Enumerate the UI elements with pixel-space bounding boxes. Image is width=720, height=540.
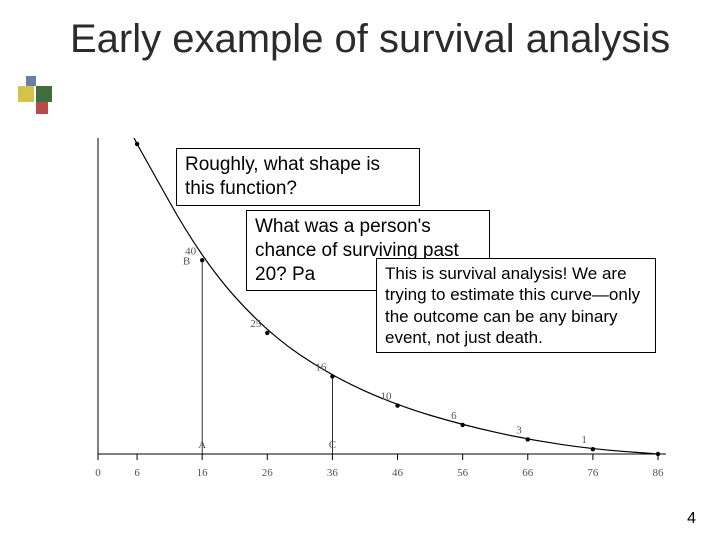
svg-text:3: 3 (516, 424, 522, 436)
svg-text:25: 25 (250, 318, 262, 330)
page-number: 4 (687, 510, 696, 528)
svg-text:64: 64 (120, 138, 132, 141)
svg-text:66: 66 (522, 467, 534, 479)
svg-text:16: 16 (315, 362, 327, 374)
slide-title: Early example of survival analysis (70, 18, 690, 60)
bullet-decoration (18, 60, 68, 125)
svg-text:86: 86 (653, 467, 665, 479)
svg-text:36: 36 (327, 467, 339, 479)
svg-text:26: 26 (262, 467, 274, 479)
svg-text:A: A (198, 439, 206, 451)
svg-text:B: B (183, 255, 190, 267)
svg-text:46: 46 (392, 467, 404, 479)
callout-box3: This is survival analysis! We are trying… (376, 258, 656, 353)
svg-text:16: 16 (197, 467, 209, 479)
callout-box1: Roughly, what shape is this function? (176, 148, 420, 206)
svg-text:76: 76 (587, 467, 599, 479)
svg-text:10: 10 (381, 391, 393, 403)
svg-text:1: 1 (581, 434, 587, 446)
svg-text:56: 56 (457, 467, 469, 479)
svg-text:6: 6 (134, 467, 140, 479)
svg-text:0: 0 (95, 467, 101, 479)
svg-text:C: C (329, 439, 336, 451)
slide: Early example of survival analysis 06162… (0, 0, 720, 540)
svg-text:6: 6 (451, 410, 457, 422)
